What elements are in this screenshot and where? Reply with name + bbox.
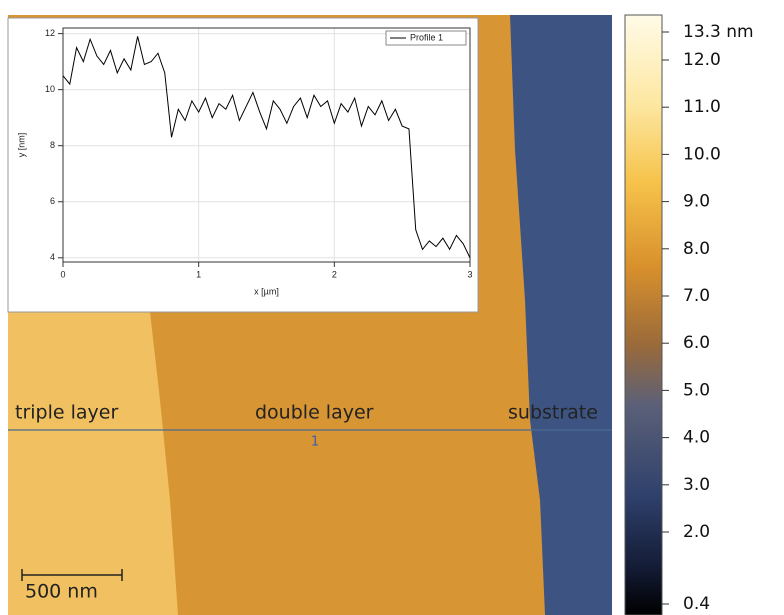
colorbar-tick-label: 4.0 [683,428,710,448]
triple-layer-region [8,312,178,615]
colorbar-tick-label: 5.0 [683,380,710,400]
y-tick-label: 10 [45,84,55,94]
y-tick-label: 4 [50,252,55,262]
substrate-region [510,15,612,615]
x-axis-label: x [µm] [254,286,279,296]
colorbar [624,14,663,615]
colorbar-tick-label: 13.3 nm [683,22,754,42]
region-label: double layer [255,402,374,424]
region-label: triple layer [15,402,118,424]
inset-panel [7,17,479,313]
y-tick-label: 12 [45,28,55,38]
legend-box [385,30,467,46]
colorbar-tick-label: 3.0 [683,475,710,495]
colorbar-tick-label: 6.0 [683,333,710,353]
colorbar-tick-label: 11.0 [683,97,721,117]
colorbar-tick-label: 12.0 [683,50,721,70]
y-axis-label: y [nm] [16,133,26,158]
y-tick-label: 8 [50,140,55,150]
x-tick-label: 3 [467,269,472,279]
x-tick-label: 0 [60,269,65,279]
colorbar-tick-label: 2.0 [683,522,710,542]
colorbar-tick-label: 8.0 [683,239,710,259]
colorbar-tick-label: 7.0 [683,286,710,306]
profile-marker: 1 [311,435,319,450]
x-tick-label: 1 [196,269,201,279]
x-tick-label: 2 [332,269,337,279]
colorbar-tick-label: 9.0 [683,192,710,212]
region-label: substrate [508,402,598,424]
scale-bar-label: 500 nm [25,581,98,603]
legend-label: Profile 1 [410,32,443,42]
plot-frame [62,27,471,263]
profile-line [62,36,471,259]
colorbar-tick-label: 10.0 [683,144,721,164]
y-tick-label: 6 [50,196,55,206]
colorbar-tick-label: 0.4 [683,594,710,614]
